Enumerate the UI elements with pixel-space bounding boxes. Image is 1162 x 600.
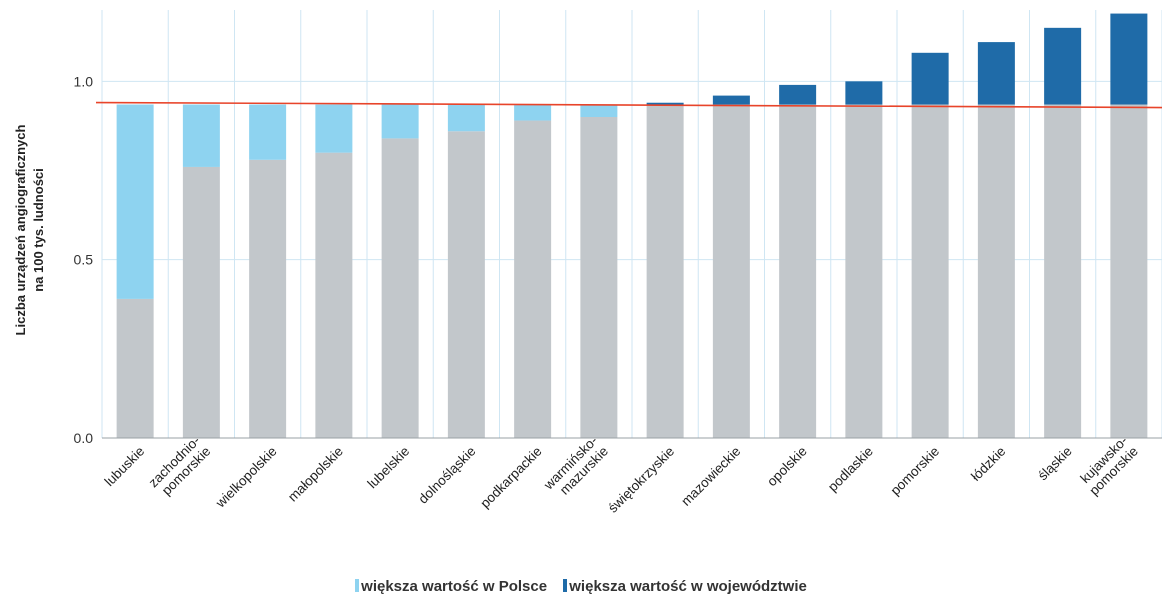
legend-item-voivodeship: większa wartość w województwie (563, 578, 807, 595)
bar-segment-below-average (514, 104, 552, 121)
x-tick-label: lubuskie (102, 444, 148, 490)
x-tick-label: warmińsko-mazurskie (540, 433, 611, 504)
x-tick-label-line: opolskie (764, 444, 810, 490)
bar-segment-above-average (845, 81, 883, 105)
y-tick-label: 1.0 (74, 73, 94, 89)
bar-segment-below-average (182, 104, 220, 167)
bar-base (1110, 104, 1148, 439)
bar-base (116, 298, 154, 438)
x-tick-label-line: małopolskie (285, 444, 346, 505)
x-tick-label-line: podkarpackie (477, 444, 544, 511)
bar-base (514, 120, 552, 439)
legend-item-poland: większa wartość w Polsce (355, 578, 547, 595)
x-tick-label: świętokrzyskie (605, 444, 677, 516)
legend-swatch-poland (355, 579, 360, 592)
bar-base (977, 104, 1015, 439)
x-tick-label-line: lubelskie (364, 444, 412, 492)
x-tick-label: małopolskie (285, 444, 346, 505)
x-tick-label: opolskie (764, 444, 810, 490)
bar-segment-above-average (911, 52, 949, 105)
y-axis-label-line-2: na 100 tys. ludności (31, 168, 46, 292)
bar-base (712, 104, 750, 439)
x-tick-label-line: łódzkie (968, 444, 1008, 484)
x-tick-label: podkarpackie (477, 444, 544, 511)
bar-segment-below-average (116, 104, 154, 299)
bar-segment-below-average (249, 104, 287, 160)
x-tick-label: mazowieckie (678, 444, 743, 509)
bar-segment-below-average (580, 104, 618, 117)
x-tick-label-line: lubuskie (102, 444, 148, 490)
bar-segment-above-average (977, 42, 1015, 105)
y-axis-label-line-1: Liczba urządzeń angiograficznych (13, 124, 28, 336)
x-tick-label-line: pomorskie (888, 444, 943, 499)
bar-segment-below-average (381, 104, 419, 139)
x-tick-label: lubelskie (364, 444, 412, 492)
x-tick-label-line: dolnośląskie (415, 444, 478, 507)
bar-base (447, 131, 485, 438)
bar-segment-above-average (779, 84, 817, 105)
bar-base (911, 104, 949, 439)
legend-label-poland: większa wartość w Polsce (361, 578, 548, 595)
x-tick-label: dolnośląskie (415, 444, 478, 507)
legend: większa wartość w Polsce większa wartość… (0, 578, 1162, 595)
x-tick-label: wielkopolskie (212, 444, 280, 512)
bar-base (381, 138, 419, 438)
y-tick-label: 0.0 (74, 430, 94, 446)
bar-segment-below-average (315, 104, 353, 153)
x-tick-label-line: podlaskie (825, 444, 876, 495)
bar-segment-above-average (1044, 27, 1082, 105)
bar-base (315, 152, 353, 438)
bar-base (845, 104, 883, 439)
bar-base (646, 104, 684, 439)
bar-segment-above-average (646, 102, 684, 105)
average-reference-line (95, 101, 1162, 109)
x-tick-label-line: śląskie (1035, 444, 1075, 484)
x-tick-label: zachodnio-pomorskie (146, 433, 214, 501)
x-tick-label: łódzkie (968, 444, 1008, 484)
bar-base (779, 104, 817, 439)
bar-segment-below-average (447, 104, 485, 132)
x-tick-label: podlaskie (825, 444, 876, 495)
bar-base (182, 166, 220, 438)
bar-base (249, 159, 287, 439)
y-axis-label: Liczba urządzeń angiograficznych na 100 … (0, 0, 60, 460)
x-tick-label: śląskie (1035, 444, 1075, 484)
bar-base (1044, 104, 1082, 439)
x-tick-label-line: mazowieckie (678, 444, 743, 509)
x-tick-label-line: świętokrzyskie (605, 444, 677, 516)
x-tick-label: kujawsko-pomorskie (1076, 433, 1141, 498)
bar-segment-above-average (1110, 13, 1148, 105)
x-tick-label-line: wielkopolskie (212, 444, 280, 512)
bar-segment-above-average (712, 95, 750, 105)
x-tick-label: pomorskie (888, 444, 943, 499)
legend-label-voivodeship: większa wartość w województwie (569, 578, 807, 595)
y-tick-label: 0.5 (74, 252, 94, 268)
bar-base (580, 117, 618, 438)
legend-swatch-voivodeship (563, 579, 568, 592)
